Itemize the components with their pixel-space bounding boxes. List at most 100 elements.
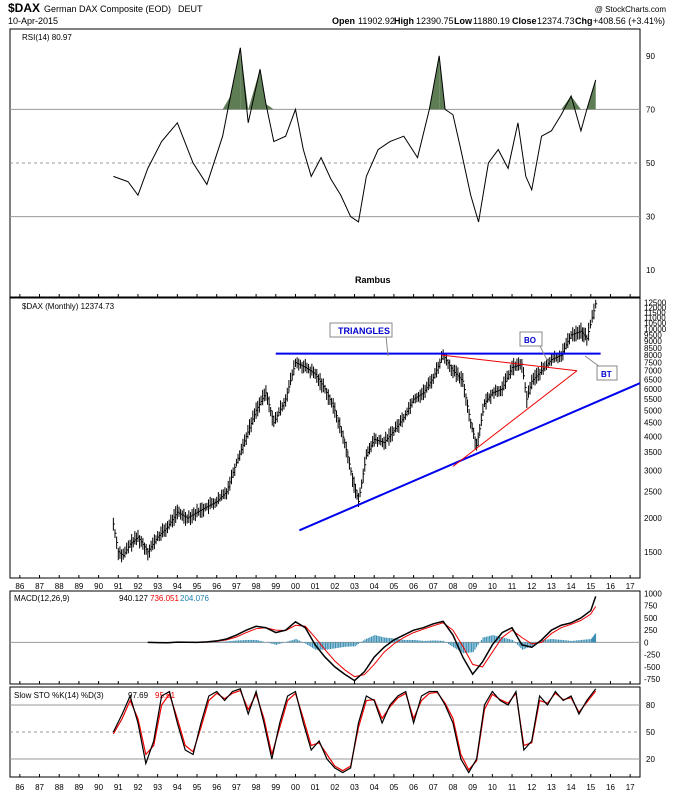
x-tick-label-bottom: 87	[35, 783, 44, 792]
macd-histogram-bar	[594, 633, 597, 643]
macd-histogram-bar	[306, 642, 309, 645]
macd-histogram-bar	[579, 640, 581, 643]
macd-histogram-bar	[272, 642, 274, 645]
macd-histogram-bar	[564, 640, 566, 643]
macd-histogram-bar	[354, 642, 356, 647]
macd-histogram-bar	[274, 642, 276, 645]
macd-histogram-bar	[546, 639, 548, 643]
macd-histogram-bar	[474, 642, 476, 650]
macd-histogram-bar	[410, 639, 412, 643]
x-tick-label-bottom: 08	[449, 783, 458, 792]
macd-histogram-bar	[405, 639, 407, 643]
x-tick-label-bottom: 05	[389, 783, 398, 792]
macd-histogram-bar	[508, 639, 510, 643]
svg-text:204.076: 204.076	[180, 594, 209, 603]
macd-histogram-bar	[464, 642, 466, 653]
rsi-overbought-fill	[240, 47, 249, 110]
macd-histogram-bar	[590, 638, 592, 643]
macd-histogram-bar	[325, 642, 327, 650]
macd-histogram-bar	[369, 637, 371, 643]
price-tick-label: 12000	[644, 303, 667, 312]
macd-histogram-bar	[466, 642, 468, 653]
macd-histogram-bar	[316, 642, 318, 650]
blue-rising-trendline	[299, 382, 641, 532]
rsi-tick-label: 70	[646, 105, 655, 114]
macd-histogram-bar	[356, 642, 358, 646]
macd-histogram-bar	[521, 642, 524, 650]
macd-histogram-bar	[361, 641, 363, 643]
macd-histogram-bar	[341, 642, 343, 648]
macd-histogram-bar	[370, 636, 373, 643]
x-axis-layer: 86 86 87 87 88 88 89 89 90 90 91 91 92 92 93 93 94 94 95 95…	[15, 294, 635, 792]
macd-histogram-bar	[487, 636, 489, 643]
rsi-overbought-fill	[248, 69, 261, 110]
macd-histogram-bar	[295, 638, 297, 643]
macd-histogram-bar	[336, 642, 338, 649]
x-tick-label: 01	[311, 582, 320, 591]
triangles-callout: TRIANGLES	[329, 322, 393, 357]
x-tick-label: 14	[567, 582, 576, 591]
rsi-line	[113, 47, 597, 223]
macd-histogram-bar	[430, 640, 432, 643]
symbol-name: German DAX Composite (EOD)	[44, 4, 171, 14]
macd-histogram-bar	[557, 639, 560, 643]
x-tick-label: 03	[350, 582, 359, 591]
macd-histogram-bar	[287, 641, 289, 643]
x-tick-label-bottom: 07	[429, 783, 438, 792]
x-tick-label: 87	[35, 582, 44, 591]
rsi-tick-label: 90	[646, 52, 655, 61]
x-tick-label: 94	[173, 582, 182, 591]
macd-histogram-bar	[413, 639, 415, 643]
macd-histogram-bar	[553, 639, 555, 643]
macd-histogram-bar	[520, 642, 522, 649]
svg-text:Close: Close	[512, 16, 537, 26]
macd-histogram-bar	[566, 640, 568, 643]
macd-histogram-bar	[485, 636, 487, 643]
macd-histogram-bar	[480, 639, 483, 643]
macd-histogram-bar	[224, 641, 227, 643]
macd-histogram-bar	[428, 640, 430, 643]
macd-histogram-bar	[385, 637, 387, 643]
x-tick-label-bottom: 17	[626, 783, 635, 792]
x-tick-label: 98	[252, 582, 261, 591]
x-tick-label: 97	[232, 582, 241, 591]
macd-histogram-bar	[270, 642, 273, 644]
svg-text:+408.56 (+3.41%): +408.56 (+3.41%)	[593, 16, 665, 26]
macd-histogram-bar	[420, 640, 422, 643]
macd-histogram-bar	[249, 639, 251, 643]
macd-histogram-bar	[338, 642, 340, 648]
macd-histogram-bar	[247, 639, 250, 643]
red-lower-trendline	[452, 370, 578, 467]
sto-layer: 20 50 80	[10, 688, 655, 774]
macd-histogram-bar	[456, 642, 458, 650]
macd-histogram-bar	[308, 642, 310, 646]
price-tick-label: 2000	[644, 514, 662, 523]
x-tick-label-bottom: 09	[468, 783, 477, 792]
x-tick-label: 02	[330, 582, 339, 591]
macd-histogram-bar	[549, 639, 551, 643]
macd-histogram-bar	[228, 641, 230, 643]
macd-title: MACD(12,26,9) 940.127 736.051 204.076	[14, 594, 209, 603]
macd-histogram-bar	[584, 639, 586, 643]
macd-histogram-bar	[449, 642, 451, 646]
rambus-label: Rambus	[355, 275, 391, 285]
macd-histogram-bar	[305, 642, 307, 644]
price-tick-label: 7500	[644, 359, 662, 368]
macd-tick-label: -250	[644, 651, 661, 660]
macd-histogram-bar	[347, 642, 350, 647]
price-tick-label: 12500	[644, 299, 667, 308]
macd-histogram-bar	[241, 640, 243, 643]
price-tick-label: 3500	[644, 448, 662, 457]
x-tick-label: 90	[94, 582, 103, 591]
price-tick-label: 6500	[644, 375, 662, 384]
macd-histogram-bar	[446, 642, 448, 644]
bo-callout: BO	[519, 331, 549, 363]
x-tick-label: 92	[134, 582, 143, 591]
macd-histogram-bar	[334, 642, 337, 649]
macd-histogram-bar	[559, 639, 561, 643]
x-tick-label-bottom: 90	[94, 783, 103, 792]
price-tick-label: 4500	[644, 419, 662, 428]
rsi-title: RSI(14) 80.97	[22, 33, 72, 42]
svg-text:12390.75: 12390.75	[416, 16, 454, 26]
x-tick-label: 95	[193, 582, 202, 591]
